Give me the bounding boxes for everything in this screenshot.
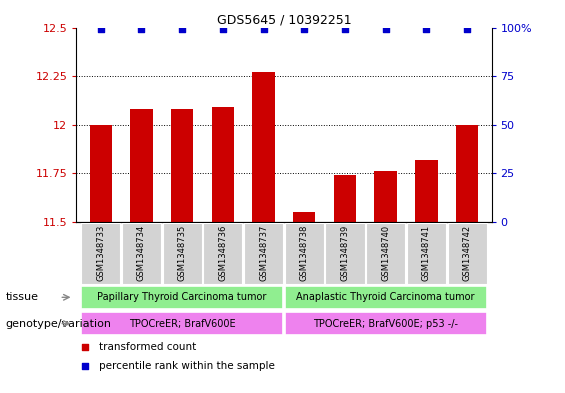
Bar (81, 223, 120, 284)
Point (259, 26, 268, 33)
Bar (212, 107, 234, 222)
Title: GDS5645 / 10392251: GDS5645 / 10392251 (216, 13, 351, 26)
Text: GSM1348740: GSM1348740 (381, 225, 390, 281)
Bar (253, 72, 275, 222)
Point (422, 26, 431, 33)
Point (381, 26, 390, 33)
Text: GSM1348738: GSM1348738 (300, 225, 308, 281)
Text: GSM1348736: GSM1348736 (218, 225, 227, 281)
Bar (163, 223, 202, 284)
Text: tissue: tissue (6, 292, 38, 302)
Text: GSM1348742: GSM1348742 (463, 225, 472, 281)
Bar (203, 223, 242, 284)
Point (177, 26, 186, 33)
Text: GSM1348741: GSM1348741 (422, 225, 431, 281)
Bar (407, 223, 446, 284)
Point (218, 26, 227, 33)
Point (355, 49, 364, 55)
Text: GSM1348733: GSM1348733 (96, 225, 105, 281)
Point (96, 26, 105, 33)
Bar (285, 312, 486, 335)
Bar (244, 223, 283, 284)
Text: GSM1348739: GSM1348739 (341, 225, 350, 281)
Text: TPOCreER; BrafV600E; p53 -/-: TPOCreER; BrafV600E; p53 -/- (313, 319, 458, 329)
Bar (325, 223, 364, 284)
Bar (293, 212, 315, 222)
Bar (447, 223, 486, 284)
Bar (122, 223, 161, 284)
Bar (285, 286, 486, 309)
Bar (415, 160, 438, 222)
Bar (171, 109, 193, 222)
Point (300, 26, 309, 33)
Bar (89, 125, 112, 222)
Bar (456, 125, 479, 222)
Point (355, 222, 364, 228)
Bar (334, 175, 356, 222)
Text: genotype/variation: genotype/variation (6, 319, 112, 329)
Text: percentile rank within the sample: percentile rank within the sample (99, 361, 275, 371)
Bar (81, 312, 283, 335)
Bar (81, 286, 283, 309)
Point (463, 26, 472, 33)
Text: GSM1348735: GSM1348735 (177, 225, 186, 281)
Text: Anaplastic Thyroid Carcinoma tumor: Anaplastic Thyroid Carcinoma tumor (297, 292, 475, 302)
Point (341, 26, 350, 33)
Bar (375, 171, 397, 222)
Bar (366, 223, 405, 284)
Text: transformed count: transformed count (99, 342, 197, 352)
Text: Papillary Thyroid Carcinoma tumor: Papillary Thyroid Carcinoma tumor (97, 292, 267, 302)
Point (137, 26, 146, 33)
Text: GSM1348734: GSM1348734 (137, 225, 146, 281)
Text: GSM1348737: GSM1348737 (259, 225, 268, 281)
Bar (130, 109, 153, 222)
Bar (285, 223, 324, 284)
Text: TPOCreER; BrafV600E: TPOCreER; BrafV600E (129, 319, 236, 329)
